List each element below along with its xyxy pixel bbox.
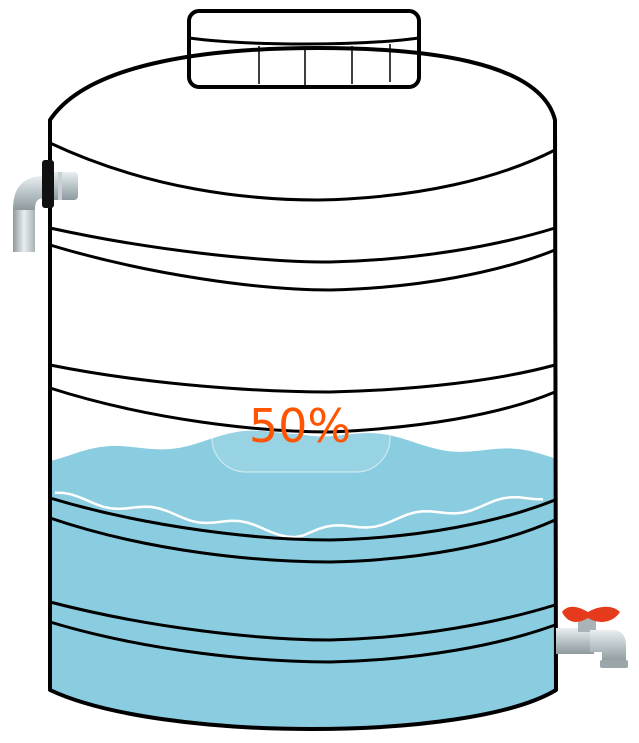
outlet-valve-icon (556, 606, 628, 668)
water-surface (50, 430, 556, 550)
water-wave-line (54, 491, 544, 539)
fill-level-label: 50% (249, 399, 351, 453)
tank-ribs (48, 141, 557, 664)
inlet-pipe-icon (13, 160, 78, 252)
tank-outline (48, 46, 558, 731)
